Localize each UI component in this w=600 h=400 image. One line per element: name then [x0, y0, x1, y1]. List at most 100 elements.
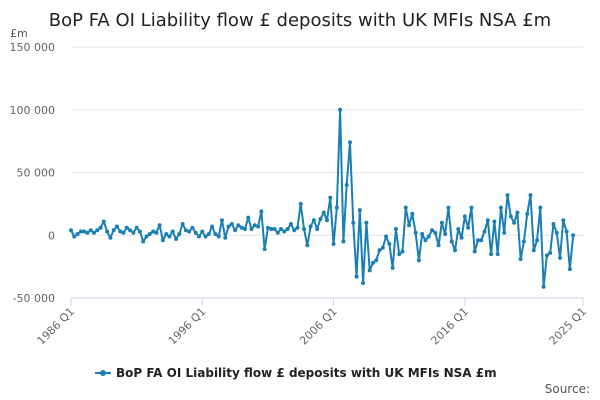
data-point[interactable]	[505, 193, 510, 198]
data-point[interactable]	[164, 232, 169, 236]
data-point[interactable]	[482, 229, 487, 234]
data-point[interactable]	[357, 208, 362, 213]
data-point[interactable]	[147, 232, 152, 236]
data-point[interactable]	[105, 229, 110, 234]
data-point[interactable]	[216, 234, 221, 239]
data-point[interactable]	[548, 250, 553, 255]
data-point[interactable]	[279, 226, 284, 231]
data-point[interactable]	[456, 226, 461, 231]
data-point[interactable]	[203, 234, 208, 239]
data-point[interactable]	[259, 209, 264, 214]
data-point[interactable]	[308, 224, 313, 229]
data-point[interactable]	[318, 216, 323, 221]
data-point[interactable]	[554, 230, 559, 235]
data-point[interactable]	[466, 225, 471, 230]
data-point[interactable]	[223, 235, 228, 240]
data-point[interactable]	[242, 226, 247, 231]
data-point[interactable]	[226, 224, 231, 229]
data-point[interactable]	[364, 220, 369, 225]
legend[interactable]: BoP FA OI Liability flow £ deposits with…	[95, 366, 497, 380]
data-point[interactable]	[236, 223, 241, 228]
data-point[interactable]	[213, 232, 218, 236]
data-point[interactable]	[305, 243, 310, 248]
data-point[interactable]	[311, 218, 316, 223]
data-point[interactable]	[544, 253, 549, 258]
data-point[interactable]	[344, 183, 349, 188]
data-point[interactable]	[265, 225, 270, 230]
data-point[interactable]	[413, 230, 418, 235]
data-point[interactable]	[538, 205, 543, 210]
data-point[interactable]	[114, 224, 119, 229]
data-point[interactable]	[134, 225, 139, 230]
data-point[interactable]	[302, 226, 307, 231]
data-point[interactable]	[512, 220, 517, 225]
data-point[interactable]	[69, 228, 73, 233]
data-point[interactable]	[361, 280, 366, 285]
data-point[interactable]	[351, 220, 356, 225]
data-point[interactable]	[298, 201, 303, 206]
data-point[interactable]	[472, 249, 477, 254]
data-point[interactable]	[426, 234, 431, 239]
data-point[interactable]	[449, 239, 454, 244]
data-point[interactable]	[85, 230, 90, 235]
data-point[interactable]	[564, 229, 569, 234]
data-point[interactable]	[95, 228, 100, 233]
data-point[interactable]	[75, 232, 80, 236]
data-point[interactable]	[137, 229, 142, 234]
data-point[interactable]	[535, 238, 540, 243]
data-point[interactable]	[571, 233, 576, 238]
data-point[interactable]	[197, 234, 201, 239]
data-point[interactable]	[459, 235, 464, 240]
data-point[interactable]	[403, 205, 408, 210]
data-point[interactable]	[551, 221, 556, 226]
data-point[interactable]	[489, 252, 494, 257]
data-point[interactable]	[206, 232, 211, 236]
data-point[interactable]	[347, 140, 352, 145]
data-point[interactable]	[167, 234, 172, 239]
data-point[interactable]	[502, 230, 507, 235]
data-point[interactable]	[384, 234, 389, 239]
data-point[interactable]	[131, 230, 136, 235]
data-point[interactable]	[377, 248, 382, 253]
data-point[interactable]	[567, 267, 572, 272]
data-point[interactable]	[439, 220, 444, 225]
data-point[interactable]	[410, 211, 415, 216]
data-point[interactable]	[88, 228, 93, 233]
data-point[interactable]	[269, 226, 274, 231]
data-point[interactable]	[541, 284, 546, 289]
data-point[interactable]	[170, 229, 175, 234]
data-point[interactable]	[193, 230, 198, 235]
data-point[interactable]	[393, 226, 398, 231]
data-point[interactable]	[492, 219, 497, 224]
data-point[interactable]	[531, 248, 536, 253]
data-point[interactable]	[256, 224, 261, 229]
data-point[interactable]	[183, 228, 188, 233]
data-point[interactable]	[91, 230, 96, 235]
data-point[interactable]	[111, 228, 116, 233]
data-point[interactable]	[515, 210, 520, 215]
legend-label[interactable]: BoP FA OI Liability flow £ deposits with…	[116, 366, 497, 380]
data-point[interactable]	[436, 243, 441, 248]
data-point[interactable]	[246, 215, 251, 220]
data-point[interactable]	[433, 230, 438, 235]
data-point[interactable]	[210, 224, 215, 229]
data-point[interactable]	[416, 258, 421, 263]
data-point[interactable]	[518, 257, 523, 262]
data-point[interactable]	[233, 228, 238, 233]
data-point[interactable]	[400, 249, 405, 254]
data-point[interactable]	[315, 226, 320, 231]
data-point[interactable]	[521, 239, 526, 244]
data-point[interactable]	[479, 238, 484, 243]
data-point[interactable]	[160, 238, 165, 243]
data-point[interactable]	[397, 252, 402, 257]
data-point[interactable]	[78, 229, 83, 234]
data-point[interactable]	[354, 274, 359, 279]
data-point[interactable]	[128, 228, 133, 233]
data-point[interactable]	[334, 205, 339, 210]
data-point[interactable]	[249, 226, 254, 231]
data-point[interactable]	[174, 237, 179, 242]
data-point[interactable]	[187, 229, 192, 234]
data-point[interactable]	[285, 226, 290, 231]
data-point[interactable]	[370, 260, 375, 265]
data-point[interactable]	[252, 223, 257, 228]
